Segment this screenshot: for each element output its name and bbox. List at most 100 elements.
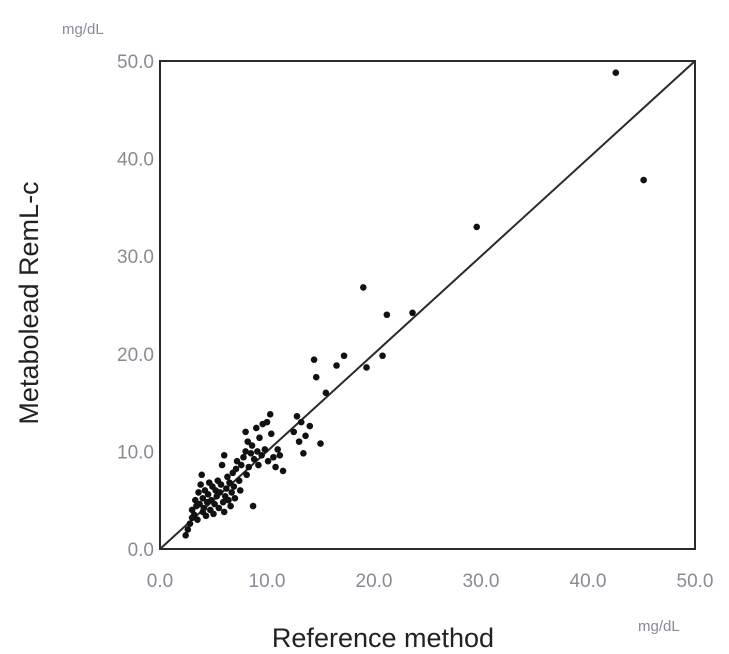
data-point [202, 512, 210, 520]
data-point [216, 489, 224, 496]
data-point [317, 440, 324, 447]
data-point [302, 432, 309, 440]
plot-area-frame [159, 60, 696, 550]
data-point [225, 496, 232, 504]
data-point [245, 463, 253, 471]
data-point [190, 511, 198, 519]
data-point [200, 504, 208, 512]
data-point [186, 520, 194, 527]
data-point [340, 352, 348, 360]
x-tick-label: 10.0 [249, 571, 286, 592]
data-points [182, 69, 647, 539]
data-point [290, 428, 298, 436]
data-point [192, 496, 199, 504]
data-point [231, 494, 239, 502]
data-point [220, 508, 228, 516]
data-point [199, 494, 207, 502]
data-point [242, 448, 249, 455]
data-point [264, 457, 272, 465]
data-point [218, 461, 226, 469]
data-point [360, 284, 367, 291]
data-point [232, 465, 240, 473]
data-point [274, 446, 282, 453]
data-point [261, 446, 269, 453]
data-point [293, 412, 301, 420]
data-point [252, 424, 260, 432]
data-point [333, 362, 340, 369]
data-point [322, 389, 330, 397]
data-point [196, 500, 203, 508]
y-tick-label: 10.0 [117, 442, 154, 463]
data-point [254, 448, 261, 455]
data-point [226, 479, 233, 486]
data-point [295, 438, 303, 445]
data-point [640, 176, 647, 184]
x-axis-title: Reference method [272, 623, 494, 653]
data-point [238, 461, 245, 469]
y-tick-label: 0.0 [128, 540, 154, 561]
data-point [300, 450, 307, 457]
x-tick-label: 40.0 [570, 571, 607, 592]
data-point [248, 442, 256, 449]
data-point [249, 502, 257, 510]
data-point [247, 450, 255, 457]
data-point [224, 473, 231, 481]
y-axis-ticks: 0.0 10.0 20.0 30.0 40.0 50.0 [117, 52, 154, 561]
data-point [243, 471, 250, 479]
data-point [279, 467, 287, 475]
data-point [612, 69, 620, 77]
data-point [272, 463, 279, 471]
data-point [235, 477, 243, 484]
data-point [363, 364, 370, 371]
data-point [236, 487, 244, 494]
data-point [409, 309, 416, 317]
data-point [276, 452, 284, 459]
data-point [255, 461, 262, 469]
data-point [267, 430, 275, 438]
y-tick-label: 50.0 [117, 52, 154, 73]
data-point [270, 453, 277, 461]
data-point [250, 455, 258, 463]
data-point [217, 481, 225, 488]
data-point [220, 452, 228, 459]
data-point [215, 504, 223, 512]
identity-reference-line [159, 60, 696, 550]
data-point [383, 311, 391, 319]
data-point [182, 532, 189, 539]
data-point [312, 373, 320, 381]
data-point [198, 471, 206, 479]
data-point [473, 223, 481, 231]
x-tick-label: 0.0 [147, 571, 173, 592]
data-point [223, 485, 230, 492]
data-point [263, 418, 271, 426]
x-axis-unit: mg/dL [638, 618, 680, 635]
data-point [184, 526, 192, 533]
data-point [230, 483, 238, 490]
y-tick-label: 20.0 [117, 345, 154, 366]
x-tick-label: 20.0 [356, 571, 393, 592]
data-point [210, 510, 217, 518]
y-tick-label: 30.0 [117, 247, 154, 268]
x-axis-ticks: 0.0 10.0 20.0 30.0 40.0 50.0 [147, 571, 714, 592]
data-point [240, 453, 247, 461]
y-axis-unit: mg/dL [62, 21, 104, 38]
data-point [233, 457, 241, 465]
data-point [228, 489, 235, 496]
data-point [242, 428, 249, 436]
x-tick-label: 50.0 [677, 571, 714, 592]
data-point [244, 438, 252, 445]
data-point [258, 452, 265, 459]
data-point [306, 422, 314, 430]
data-point [379, 352, 386, 360]
data-point [310, 356, 318, 363]
y-tick-label: 40.0 [117, 150, 154, 171]
data-point [197, 481, 204, 488]
data-point [211, 500, 218, 508]
x-tick-label: 30.0 [463, 571, 500, 592]
data-point [194, 516, 201, 524]
data-point [195, 489, 202, 496]
y-axis-title: Metabolead RemL-c [14, 181, 44, 424]
data-point [227, 502, 234, 510]
data-point [297, 418, 305, 426]
